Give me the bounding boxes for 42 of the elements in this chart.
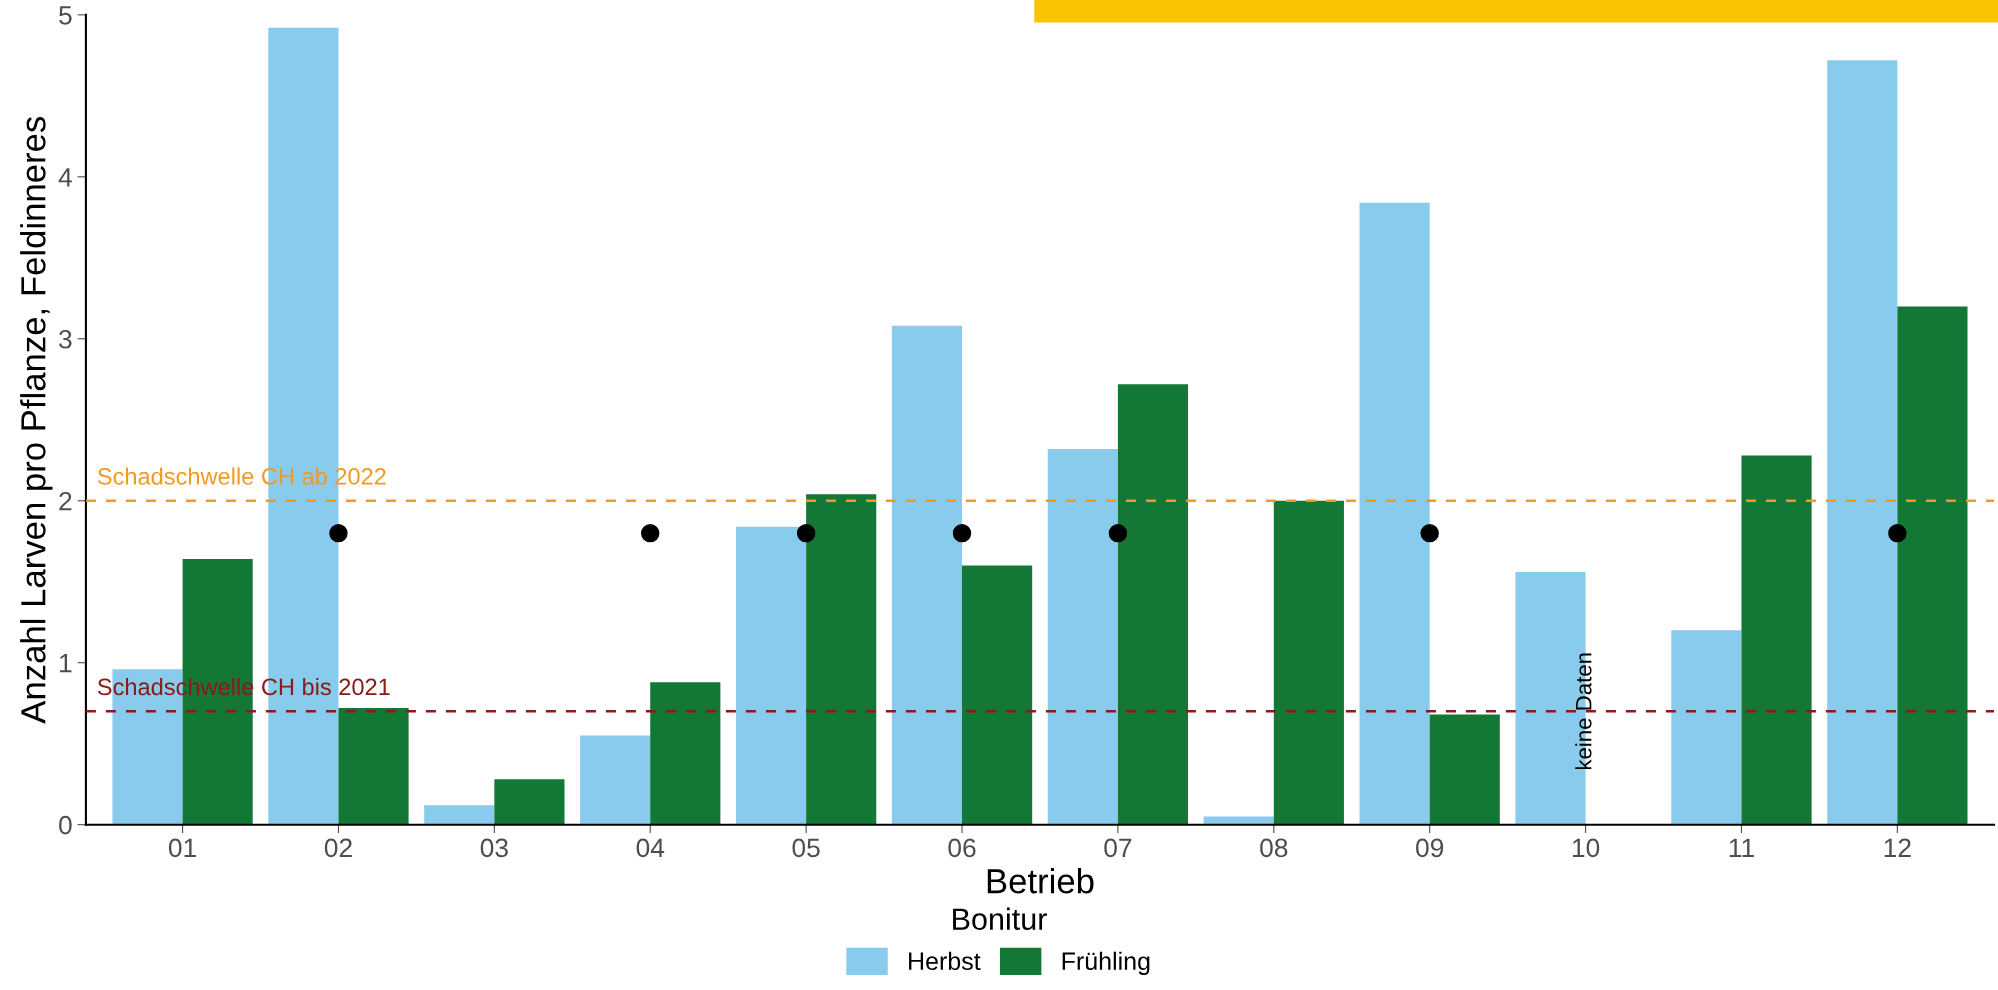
- legend-label: Herbst: [909, 951, 981, 971]
- bar: [891, 325, 963, 825]
- y-tick-label: 0: [59, 815, 72, 835]
- x-tick-label: 09: [1416, 838, 1444, 858]
- y-tick-label: 2: [59, 491, 72, 511]
- x-tick-label: 05: [792, 838, 820, 858]
- bar: [580, 735, 651, 825]
- bar: [1117, 384, 1189, 825]
- y-tick-label: 5: [59, 6, 72, 25]
- y-axis-title: Anzahl Larven pro Pflanze, Feldinneres: [20, 117, 53, 724]
- y-tick-label: 1: [60, 654, 72, 673]
- x-tick-label: 03: [480, 838, 508, 858]
- x-tick-label: 01: [168, 838, 196, 858]
- bar: [1741, 455, 1812, 825]
- bar: [650, 682, 721, 825]
- bar: [1047, 448, 1118, 825]
- x-tick-label: 07: [1104, 838, 1132, 858]
- bar: [494, 779, 565, 825]
- bar: [806, 494, 877, 825]
- bar: [338, 708, 409, 825]
- bar: [962, 565, 1033, 825]
- x-tick-label: 06: [948, 838, 976, 858]
- x-tick-label: 02: [324, 838, 352, 858]
- x-axis-title: Betrieb: [987, 868, 1094, 894]
- bar: [1429, 714, 1500, 825]
- bar: [1359, 202, 1430, 825]
- x-tick-label: 08: [1260, 838, 1288, 858]
- bar: [1897, 306, 1968, 825]
- bar: [735, 526, 807, 825]
- y-tick-label: 4: [58, 168, 72, 187]
- y-tick-label: 3: [59, 329, 72, 349]
- bar: [424, 805, 495, 825]
- x-tick-label: 10: [1572, 838, 1600, 858]
- x-tick-label: 04: [636, 838, 665, 858]
- x-tick-label: 11: [1729, 838, 1754, 857]
- bar: [1671, 630, 1742, 825]
- annotation: keine Daten: [1575, 653, 1592, 770]
- x-tick-label: 12: [1884, 838, 1911, 857]
- legend-label: Frühling: [1062, 951, 1150, 975]
- bar: [1273, 500, 1344, 825]
- legend-title: Bonitur: [953, 907, 1047, 931]
- bar: [1827, 60, 1898, 825]
